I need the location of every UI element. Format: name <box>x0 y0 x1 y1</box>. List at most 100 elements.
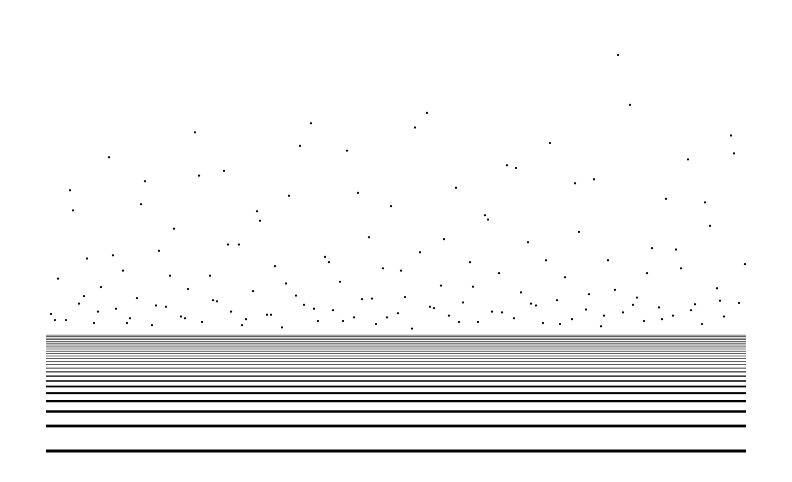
point <box>671 314 675 317</box>
point <box>374 322 378 326</box>
point <box>92 321 96 325</box>
point <box>298 144 302 147</box>
point <box>413 126 417 129</box>
point <box>226 243 230 246</box>
point <box>650 247 654 250</box>
point <box>56 277 60 280</box>
point <box>628 103 632 106</box>
point <box>686 158 690 161</box>
point <box>399 269 403 272</box>
point <box>370 297 374 300</box>
point <box>338 280 342 283</box>
point <box>389 205 393 208</box>
point <box>215 300 219 303</box>
point <box>657 306 661 309</box>
point <box>53 318 57 322</box>
point <box>403 295 407 299</box>
point <box>302 303 306 306</box>
point <box>251 289 255 293</box>
point <box>700 322 704 326</box>
point <box>454 186 458 189</box>
point <box>425 111 429 114</box>
point <box>468 261 472 264</box>
point <box>558 322 562 326</box>
point <box>164 305 168 308</box>
point <box>410 327 414 330</box>
point <box>613 288 617 291</box>
point <box>77 302 81 305</box>
point <box>461 301 465 304</box>
point <box>280 326 284 329</box>
point <box>592 178 596 181</box>
point <box>514 166 518 170</box>
point <box>345 149 349 152</box>
point <box>82 294 86 298</box>
point <box>360 298 364 301</box>
point <box>396 312 400 315</box>
point <box>490 310 494 313</box>
point <box>664 197 668 201</box>
point <box>606 259 610 262</box>
point <box>432 306 436 310</box>
point <box>135 296 139 300</box>
point <box>229 310 233 313</box>
point <box>573 182 577 185</box>
point <box>121 269 125 272</box>
point <box>497 272 501 275</box>
point <box>143 180 147 183</box>
point <box>631 303 635 306</box>
point <box>352 316 356 319</box>
point <box>341 319 345 323</box>
point <box>240 324 244 327</box>
point <box>486 218 490 221</box>
point <box>577 230 581 233</box>
point <box>703 201 707 204</box>
point <box>548 141 552 145</box>
point <box>211 299 215 302</box>
point <box>258 219 262 222</box>
point <box>294 294 298 297</box>
point <box>599 325 603 328</box>
point <box>500 311 504 314</box>
point <box>642 319 646 323</box>
point <box>602 314 606 317</box>
point <box>428 305 432 308</box>
point <box>85 257 89 260</box>
point <box>150 324 154 327</box>
point <box>737 301 741 305</box>
point <box>312 307 316 310</box>
point <box>287 194 291 197</box>
point <box>418 251 422 254</box>
point <box>541 321 545 325</box>
point <box>693 303 697 306</box>
point <box>168 274 172 277</box>
point <box>534 304 538 307</box>
point <box>471 285 475 288</box>
point <box>172 227 176 230</box>
point <box>563 276 567 279</box>
point <box>483 214 487 217</box>
point <box>107 156 111 159</box>
point <box>273 265 277 268</box>
point <box>157 249 161 252</box>
point <box>715 287 719 290</box>
point <box>71 209 75 212</box>
point <box>722 315 726 318</box>
point <box>183 317 187 320</box>
point <box>128 317 132 320</box>
point <box>114 307 118 310</box>
point <box>512 317 516 320</box>
point <box>621 311 625 314</box>
point <box>447 314 451 317</box>
point <box>439 284 443 287</box>
point <box>111 254 115 257</box>
point <box>200 320 204 324</box>
point <box>442 238 446 241</box>
point <box>732 152 736 155</box>
point <box>526 241 530 244</box>
point <box>96 310 100 313</box>
point <box>309 122 313 125</box>
point <box>584 308 588 311</box>
